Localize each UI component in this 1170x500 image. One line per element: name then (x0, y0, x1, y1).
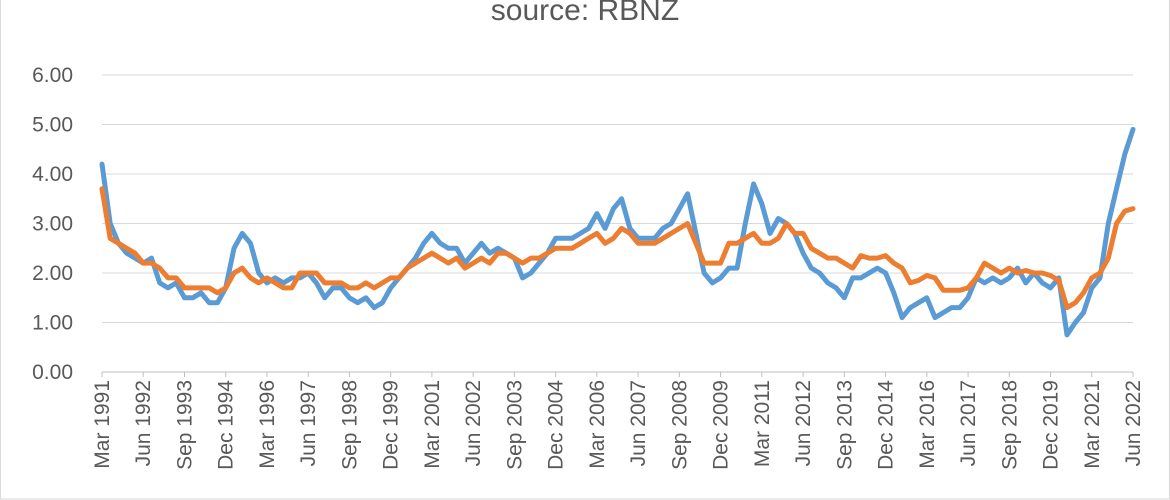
grid-layer (102, 74, 1133, 373)
y-tick-label: 3.00 (32, 213, 73, 236)
x-tick-label: Mar 2021 (1081, 380, 1104, 469)
series-layer (99, 126, 1136, 338)
x-tick-label: Jun 2017 (957, 380, 980, 466)
chart-title: source: RBNZ (491, 0, 679, 27)
x-tick-label: Sep 2018 (998, 380, 1021, 470)
x-tick-label: Mar 1996 (256, 380, 279, 469)
x-tick-label: Sep 1998 (338, 380, 361, 470)
y-tick-label: 6.00 (32, 64, 73, 87)
x-tick-label: Jun 2007 (627, 380, 650, 466)
y-tick-label: 1.00 (32, 312, 73, 335)
x-tick-label: Dec 1994 (215, 380, 238, 470)
x-tick-label: Dec 2009 (710, 380, 733, 470)
y-tick-label: 0.00 (32, 361, 73, 384)
x-tick-label: Jun 2012 (792, 380, 815, 466)
x-tick-label: Mar 2016 (916, 380, 939, 469)
x-tick-label: Dec 2004 (545, 380, 568, 470)
y-tick-label: 5.00 (32, 114, 73, 137)
x-tick-label: Mar 2006 (586, 380, 609, 469)
x-tick-label: Sep 2013 (833, 380, 856, 470)
series-line-1 (99, 126, 1136, 338)
x-axis-ticks: Mar 1991 Jun 1992 Sep 1993 Dec 1994 Mar 1996… (91, 372, 1145, 470)
y-tick-label: 2.00 (32, 262, 73, 285)
x-tick-label: Mar 2001 (421, 380, 444, 469)
x-tick-label: Sep 2008 (668, 380, 691, 470)
x-tick-label: Dec 2014 (875, 380, 898, 470)
x-tick-label: Dec 2019 (1040, 380, 1063, 470)
x-tick-label: Jun 1997 (297, 380, 320, 466)
x-tick-label: Jun 2002 (462, 380, 485, 466)
x-tick-label: Mar 2011 (751, 380, 774, 467)
x-tick-label: Jun 2022 (1122, 380, 1145, 466)
x-tick-label: Dec 1999 (380, 380, 403, 470)
x-tick-label: Sep 2003 (503, 380, 526, 470)
x-tick-label: Jun 1992 (132, 380, 155, 466)
x-tick-label: Sep 1993 (173, 380, 196, 470)
series-line-2 (99, 186, 1136, 311)
y-axis-ticks: 0.00 1.00 2.00 3.00 4.00 5.00 6.00 (32, 64, 73, 384)
y-tick-label: 4.00 (32, 163, 73, 186)
x-tick-label: Mar 1991 (91, 380, 114, 469)
